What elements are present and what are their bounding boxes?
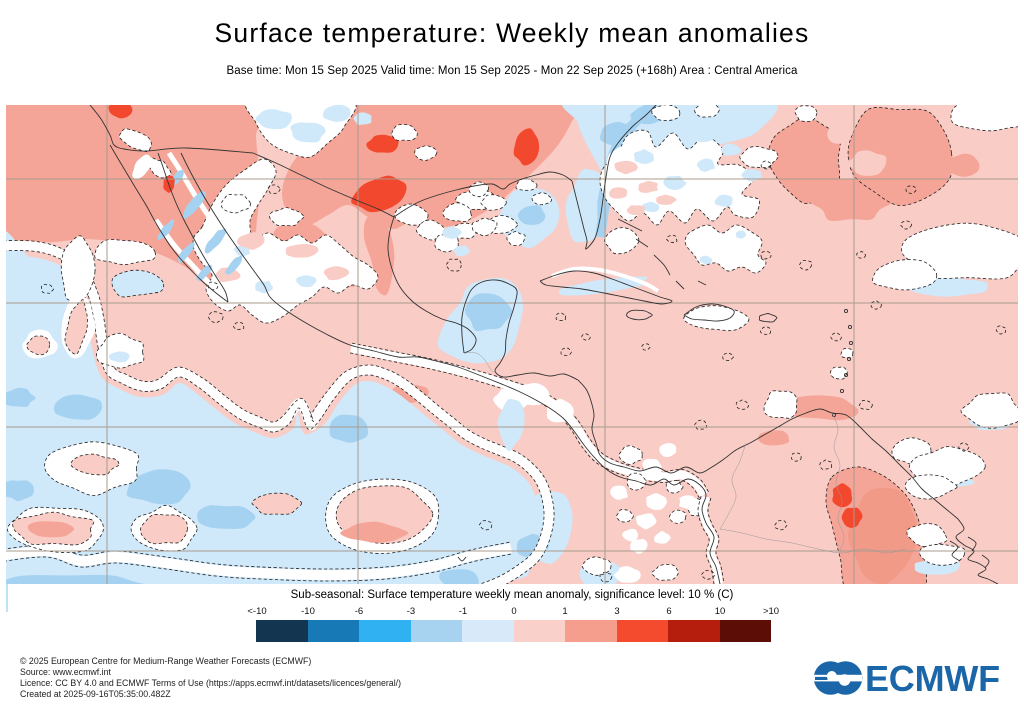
svg-text:ECMWF: ECMWF bbox=[865, 658, 1000, 699]
